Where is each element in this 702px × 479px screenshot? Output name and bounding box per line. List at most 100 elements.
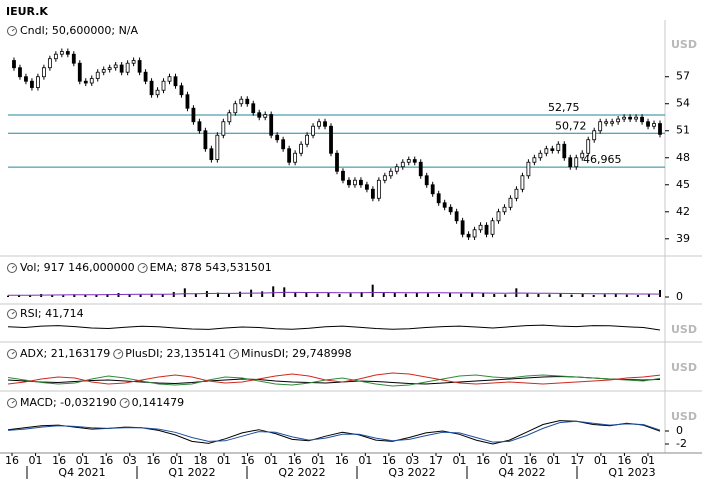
volume-bar (139, 294, 142, 297)
volume-bar (62, 295, 65, 297)
y-tick-label: 0 (676, 424, 683, 437)
candle-body (221, 121, 226, 136)
y-tick-label: 57 (676, 70, 690, 83)
x-tick-label: 01 (29, 454, 43, 467)
volume-bar (95, 294, 98, 297)
x-tick-label: 01 (641, 454, 655, 467)
candle-body (30, 80, 34, 88)
volume-bar (449, 293, 452, 297)
candle-body (263, 114, 268, 118)
candle-body (370, 188, 375, 199)
x-tick-label: 01 (311, 454, 325, 467)
legend-signal: 0,141479 (132, 396, 185, 409)
indicator-line (7, 372, 661, 385)
y-tick-label: 39 (676, 232, 690, 245)
volume-bar (194, 293, 197, 297)
volume-bar (84, 295, 87, 297)
legend: ADX; 21,163179 (20, 347, 110, 360)
x-tick-label: 16 (146, 454, 160, 467)
candle-body (424, 175, 429, 186)
x-tick-label: 16 (382, 454, 396, 467)
volume-bar (548, 294, 551, 297)
candle-body (299, 143, 304, 154)
candle-body (562, 143, 567, 159)
y-tick-label: 51 (676, 124, 690, 137)
volume-bar (294, 292, 297, 297)
candle-body (466, 233, 471, 238)
candle-body (430, 184, 435, 195)
candle-body (436, 193, 441, 204)
x-tick-label: 16 (617, 454, 631, 467)
candle-body (191, 107, 196, 123)
x-tick-label: 16 (241, 454, 255, 467)
volume-bar (183, 288, 186, 297)
candle-body (36, 76, 40, 88)
volume-bar (393, 293, 396, 297)
unit-label: USD (671, 38, 697, 51)
candle-body (197, 121, 202, 132)
candle-body (568, 157, 573, 168)
candle-body (149, 80, 154, 96)
candle-body (341, 170, 345, 181)
candle-body (634, 116, 638, 120)
y-tick-label: -2 (676, 437, 687, 450)
volume-bar (404, 293, 407, 297)
x-tick-label: 16 (335, 454, 349, 467)
volume-bar (18, 295, 21, 297)
pane-icon-hand (11, 311, 15, 315)
candle-body (209, 148, 214, 160)
candle-body (24, 76, 28, 82)
volume-bar (73, 294, 76, 297)
x-tick-label: 03 (405, 454, 419, 467)
candle-body (245, 98, 250, 105)
volume-bar (504, 294, 507, 297)
volume-bar (360, 292, 363, 297)
candle-body (592, 130, 597, 141)
legend: Cndl; 50,600000; N/A (20, 24, 139, 37)
volume-bar (371, 284, 374, 297)
volume-bar (349, 293, 352, 297)
candle-body (406, 159, 411, 163)
candle-body (538, 152, 543, 159)
candle-body (652, 123, 656, 127)
volume-bar (161, 294, 164, 297)
candle-body (167, 76, 172, 82)
candle-body (604, 121, 609, 124)
x-tick-label: 16 (523, 454, 537, 467)
volume-bar (239, 291, 242, 297)
x-tick-label: 18 (193, 454, 207, 467)
candle-body (418, 161, 423, 177)
candle-body (131, 60, 136, 64)
candle-body (161, 80, 166, 91)
candle-body (71, 53, 76, 64)
candle-body (598, 121, 603, 132)
x-tick-label: 17 (429, 454, 443, 467)
candle-body (59, 51, 64, 55)
quarter-label: Q1 2022 (168, 466, 215, 479)
pane-icon-hand (142, 265, 146, 269)
quarter-label: Q3 2022 (388, 466, 435, 479)
candle-body (574, 157, 579, 168)
candle-body (478, 224, 483, 231)
candle-body (317, 121, 321, 127)
unit-label: USD (671, 410, 697, 423)
indicator-line (7, 324, 661, 331)
candle-body (514, 188, 519, 199)
volume-bar (261, 291, 264, 297)
symbol: IEUR.K (6, 5, 48, 18)
candle-body (41, 67, 46, 78)
volume-bar (128, 294, 131, 297)
candle-body (526, 161, 531, 177)
volume-bar (526, 293, 529, 297)
volume-bar (570, 294, 573, 297)
candle-body (382, 175, 387, 181)
volume-bar (338, 294, 341, 297)
volume-bar (603, 294, 606, 297)
legend: Vol; 917 146,000000 (20, 261, 135, 274)
candle-body (544, 148, 549, 154)
volume-bar (29, 295, 32, 297)
x-tick-label: 01 (170, 454, 184, 467)
candle-body (215, 134, 220, 160)
